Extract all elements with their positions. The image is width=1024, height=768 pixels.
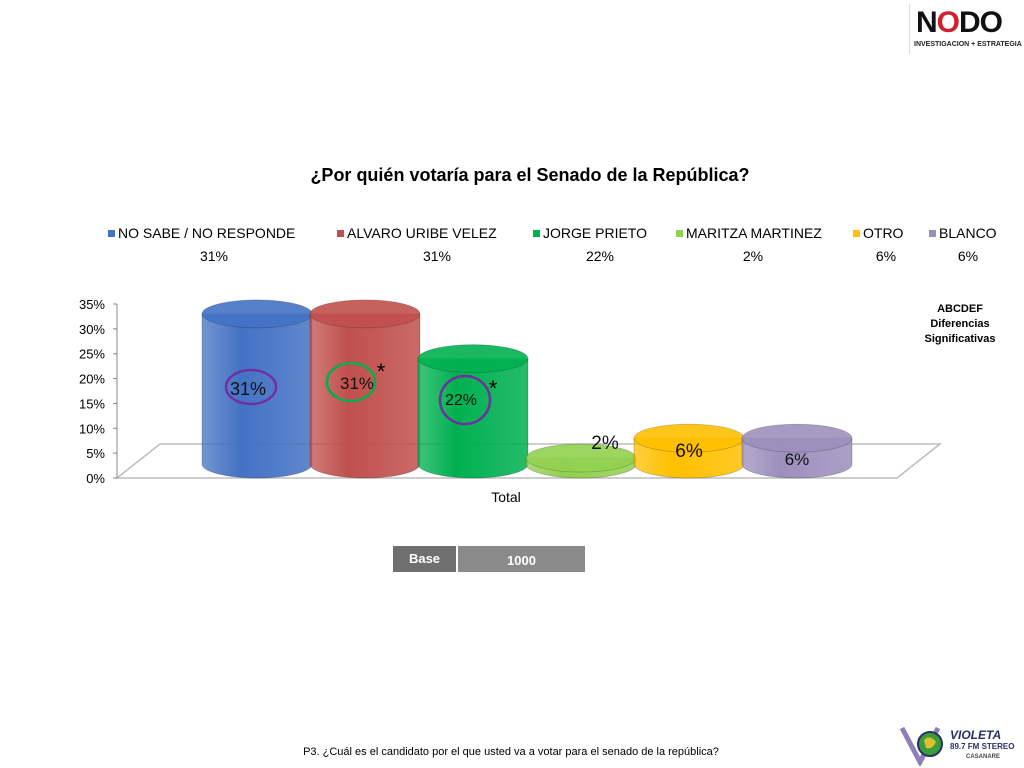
legend-swatch (337, 230, 344, 237)
radio-city: CASANARE (966, 754, 1001, 760)
bar-cylinder (309, 313, 421, 479)
x-axis-label: Total (491, 489, 521, 505)
bar-data-label: 22% (445, 392, 477, 409)
radio-emblem-icon (899, 726, 943, 766)
y-tick-label: 20% (79, 372, 105, 387)
legend-value: 31% (422, 248, 452, 264)
radio-name: VIOLETA (950, 728, 1002, 742)
legend-swatch (676, 230, 683, 237)
significance-note: ABCDEF Diferencias Significativas (924, 303, 996, 345)
bar-top (201, 299, 313, 329)
bar-top (525, 443, 637, 473)
legend-item-blanco: BLANCO (929, 225, 997, 241)
highlight-circle (438, 374, 492, 426)
radio-frequency: 89.7 FM STEREO (950, 742, 1015, 751)
bar-top (741, 423, 853, 453)
bar-data-label: 31% (340, 374, 374, 393)
y-tick-label: 15% (79, 396, 105, 411)
y-tick-label: 25% (79, 347, 105, 362)
legend-swatch (533, 230, 540, 237)
legend-swatch (853, 230, 860, 237)
legend-item-otro: OTRO (853, 225, 903, 241)
legend-value: 6% (957, 248, 979, 264)
significance-asterisk: * (377, 359, 386, 384)
nodo-logo: NODO INVESTIGACION + ESTRATEGIA (909, 4, 1022, 54)
highlight-circle (224, 368, 278, 406)
bar-top (417, 344, 529, 374)
base-value: 1000 (458, 546, 585, 572)
bar-cylinder (417, 358, 529, 479)
legend-value: 31% (199, 248, 229, 264)
legend-swatch (929, 230, 936, 237)
legend-item-martinez: MARITZA MARTINEZ (676, 225, 822, 241)
violeta-radio-logo: VIOLETA 89.7 FM STEREO CASANARE (898, 722, 1020, 766)
y-tick-label: 5% (86, 446, 105, 461)
significance-asterisk: * (489, 376, 498, 401)
question-footnote: P3. ¿Cuál es el candidato por el que ust… (303, 746, 719, 758)
legend-value: 6% (875, 248, 897, 264)
logo-wordmark: NODO (916, 6, 1003, 39)
chart-title: ¿Por quién votaría para el Senado de la … (310, 165, 750, 185)
bar-data-label: 2% (591, 433, 619, 454)
bar-data-label: 31% (230, 379, 266, 399)
logo-tagline: INVESTIGACION + ESTRATEGIA (914, 41, 1022, 48)
bar-data-label: 6% (785, 450, 810, 469)
highlight-circle (325, 361, 377, 403)
bar-cylinder (201, 313, 313, 479)
legend-value: 22% (585, 248, 615, 264)
bar-top (309, 299, 421, 329)
base-label: Base (393, 546, 456, 572)
legend-item-uribe: ALVARO URIBE VELEZ (337, 225, 497, 241)
legend-item-prieto: JORGE PRIETO (533, 225, 647, 241)
legend-swatch (108, 230, 115, 237)
y-tick-label: 0% (86, 471, 105, 486)
bar-data-label: 6% (675, 441, 703, 462)
y-tick-label: 10% (79, 421, 105, 436)
legend-value: 2% (742, 248, 764, 264)
y-tick-label: 30% (79, 322, 105, 337)
legend-item-no-sabe: NO SABE / NO RESPONDE (108, 225, 295, 241)
y-tick-label: 35% (79, 297, 105, 312)
